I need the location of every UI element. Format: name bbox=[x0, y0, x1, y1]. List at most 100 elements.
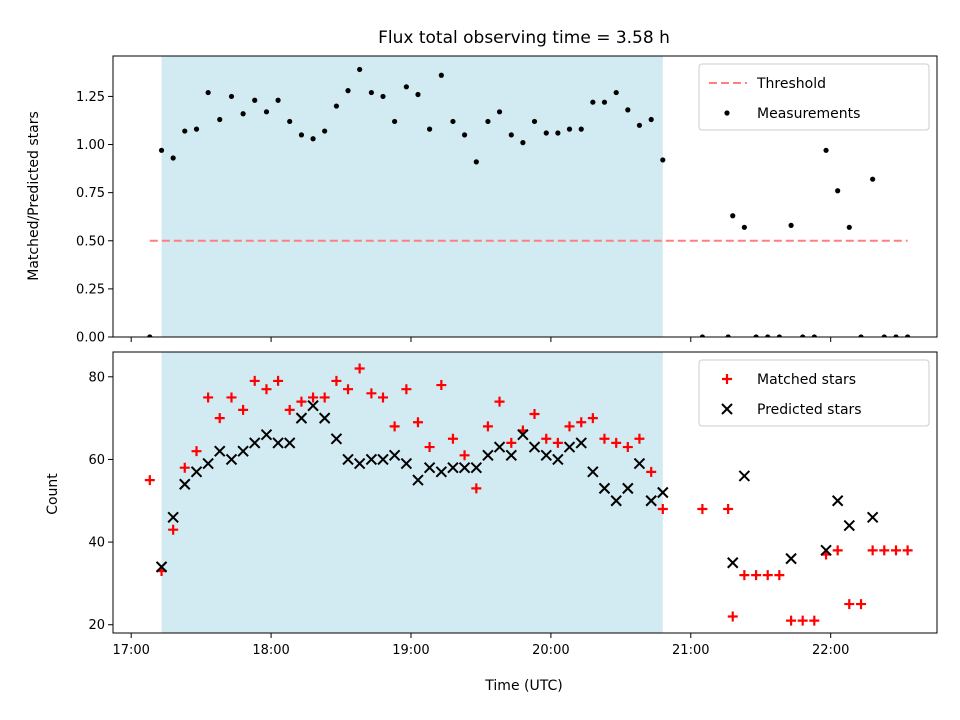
matched-stars-point bbox=[168, 524, 179, 535]
panel-1-frame bbox=[112, 351, 938, 634]
predicted-stars-point bbox=[540, 449, 552, 462]
predicted-stars-point bbox=[272, 437, 284, 449]
predicted-stars-point bbox=[377, 453, 389, 466]
matched-stars-point bbox=[436, 380, 447, 391]
measurement-point bbox=[217, 116, 223, 123]
matched-stars-point bbox=[191, 446, 202, 457]
measurement-point bbox=[193, 126, 200, 132]
measurement-point bbox=[380, 93, 386, 100]
predicted-stars-point bbox=[517, 428, 529, 441]
matched-stars-point bbox=[447, 433, 458, 444]
matched-stars-point bbox=[412, 417, 423, 428]
predicted-stars-point bbox=[493, 441, 506, 453]
predicted-stars-point bbox=[727, 557, 739, 569]
measurement-point bbox=[182, 128, 188, 134]
measurement-point bbox=[333, 103, 340, 109]
measurement-point bbox=[566, 126, 573, 132]
measurement-point bbox=[601, 99, 608, 105]
predicted-stars-point bbox=[587, 466, 599, 478]
matched-stars-point bbox=[541, 433, 552, 444]
matched-stars-point bbox=[261, 384, 272, 395]
measurement-point bbox=[252, 97, 258, 103]
matched-stars-point bbox=[634, 433, 645, 444]
y-tick-label: 40 bbox=[88, 536, 105, 551]
y-tick-label: 20 bbox=[88, 618, 105, 633]
predicted-stars-point bbox=[458, 461, 471, 474]
predicted-stars-point bbox=[505, 449, 517, 462]
measurement-point bbox=[788, 222, 794, 228]
predicted-stars-point bbox=[610, 495, 622, 507]
measurement-point bbox=[508, 132, 514, 138]
measurement-point bbox=[275, 97, 281, 103]
observing-window-span bbox=[161, 56, 663, 337]
measurement-point bbox=[438, 72, 444, 78]
predicted-stars-point bbox=[412, 474, 424, 486]
predicted-stars-point bbox=[225, 453, 238, 466]
matched-stars-point bbox=[762, 570, 773, 581]
measurement-point bbox=[725, 334, 731, 337]
measurement-point bbox=[287, 118, 293, 125]
x-tick-label: 21:00 bbox=[672, 643, 709, 658]
predicted-stars-point bbox=[866, 511, 879, 524]
measurement-point bbox=[403, 84, 409, 90]
predicted-stars-point bbox=[342, 453, 354, 466]
measurement-point bbox=[648, 116, 654, 123]
matched-stars-point bbox=[723, 504, 734, 515]
matched-stars-point bbox=[214, 413, 225, 424]
legend-label: Matched stars bbox=[757, 372, 856, 388]
measurement-point bbox=[590, 99, 596, 105]
predicted-stars-point bbox=[214, 445, 226, 457]
measurement-point bbox=[415, 91, 421, 98]
predicted-stars-point bbox=[633, 457, 646, 470]
predicted-stars-point bbox=[167, 511, 179, 524]
measurement-point bbox=[263, 109, 270, 115]
legend-label: Predicted stars bbox=[757, 402, 862, 418]
bottom-y-axis-label: Count bbox=[45, 473, 61, 515]
matched-stars-point bbox=[284, 404, 295, 415]
measurement-point bbox=[158, 147, 165, 153]
matched-stars-point bbox=[144, 475, 155, 486]
matched-stars-point bbox=[273, 375, 284, 386]
predicted-stars-point bbox=[552, 453, 564, 466]
y-tick-label: 0.50 bbox=[76, 234, 105, 249]
matched-stars-point bbox=[249, 375, 260, 386]
predicted-stars-point bbox=[283, 437, 296, 449]
measurement-point bbox=[741, 224, 747, 230]
measurement-point bbox=[578, 126, 584, 132]
measurement-point bbox=[858, 334, 864, 337]
measurement-point bbox=[881, 334, 887, 337]
matched-stars-point bbox=[552, 437, 563, 448]
measurement-point bbox=[298, 132, 305, 138]
measurement-point bbox=[496, 109, 503, 115]
measurement-point bbox=[846, 224, 852, 230]
observing-window-span bbox=[161, 352, 663, 633]
matched-stars-point bbox=[564, 421, 575, 432]
predicted-stars-point bbox=[563, 441, 576, 453]
series-measurements bbox=[147, 66, 911, 337]
matched-stars-point bbox=[424, 442, 435, 453]
measurement-point bbox=[625, 107, 631, 113]
predicted-stars-point bbox=[598, 482, 611, 495]
measurement-point bbox=[147, 334, 153, 337]
predicted-stars-point bbox=[353, 457, 366, 470]
predicted-stars-point bbox=[820, 544, 832, 557]
matched-stars-point bbox=[809, 615, 820, 626]
matched-stars-point bbox=[389, 421, 400, 432]
predicted-stars-point bbox=[237, 445, 249, 457]
legend-label: Threshold bbox=[756, 76, 826, 92]
legend-box bbox=[698, 63, 930, 131]
measurement-point bbox=[823, 147, 829, 153]
matched-stars-point bbox=[203, 392, 214, 403]
matched-stars-point bbox=[401, 384, 412, 395]
predicted-stars-point bbox=[365, 453, 378, 466]
predicted-stars-point bbox=[423, 461, 436, 474]
matched-stars-point bbox=[378, 392, 389, 403]
measurement-point bbox=[392, 118, 398, 125]
predicted-stars-point bbox=[295, 412, 308, 424]
matched-stars-point bbox=[856, 599, 867, 610]
predicted-stars-point bbox=[575, 437, 587, 449]
measurement-point bbox=[835, 188, 841, 194]
matched-stars-point bbox=[319, 392, 330, 403]
predicted-stars-point bbox=[260, 428, 273, 441]
